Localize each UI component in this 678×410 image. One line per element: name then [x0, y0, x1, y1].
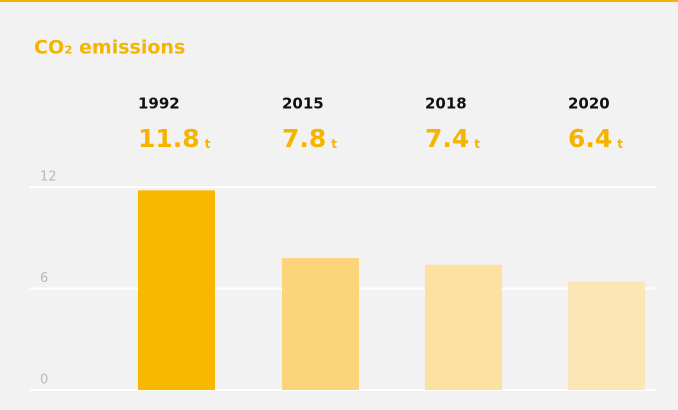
value-unit: t [474, 137, 480, 151]
category-label: 2015 [282, 95, 324, 113]
y-tick-label: 6 [40, 271, 48, 286]
bar [282, 258, 359, 390]
value-label: 7.8 t [282, 124, 337, 153]
bar [425, 264, 502, 390]
chart-title: CO₂ emissions [34, 37, 185, 59]
value-number: 7.4 [425, 124, 469, 153]
value-number: 7.8 [282, 124, 326, 153]
value-label: 6.4 t [568, 124, 623, 153]
value-label: 11.8 t [138, 124, 211, 153]
value-unit: t [617, 137, 623, 151]
y-tick-label: 12 [40, 170, 57, 185]
value-number: 6.4 [568, 124, 612, 153]
bar [138, 190, 215, 390]
value-number: 11.8 [138, 124, 200, 153]
value-unit: t [331, 137, 337, 151]
top-border [0, 0, 678, 2]
category-label: 2020 [568, 95, 610, 113]
y-tick-label: 0 [40, 373, 48, 388]
value-label: 7.4 t [425, 124, 480, 153]
bar [568, 281, 645, 390]
category-label: 1992 [138, 95, 180, 113]
value-unit: t [205, 137, 211, 151]
category-label: 2018 [425, 95, 467, 113]
